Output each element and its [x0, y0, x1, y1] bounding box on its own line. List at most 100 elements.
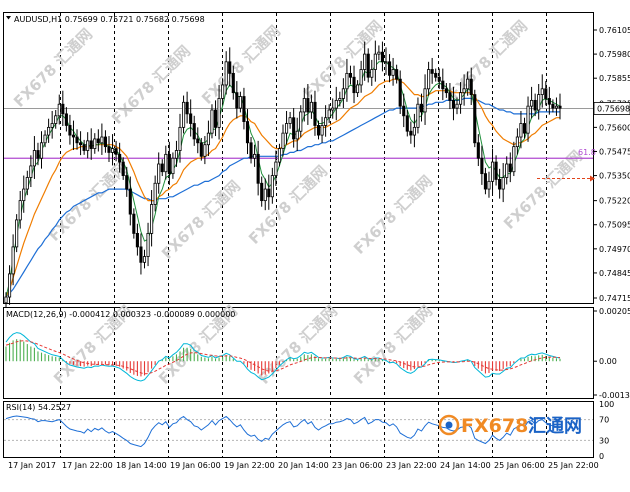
candle-body: [47, 126, 51, 136]
candle-body: [316, 125, 321, 136]
candle-body: [86, 140, 90, 151]
candle-body: [157, 163, 161, 184]
candle-body: [139, 246, 143, 263]
candle-body: [36, 150, 40, 159]
candle-body: [224, 61, 228, 86]
candle-body: [483, 173, 487, 190]
x-tick-label: 17 Jan 22:00: [62, 461, 113, 470]
x-tick-label: 24 Jan 14:00: [440, 461, 491, 470]
candle-body: [299, 111, 303, 132]
macd-tick-label: -0.001379: [599, 391, 630, 400]
watermark-text: FX678 汇通网: [445, 17, 531, 103]
candle-body: [370, 69, 374, 78]
candle-body: [451, 99, 456, 109]
y-tick-label: 0.75475: [599, 147, 630, 156]
candle-body: [416, 103, 420, 128]
macd-tick-label: 0.00: [599, 357, 617, 366]
candle-body: [466, 78, 470, 90]
candle-body: [352, 76, 356, 94]
candle-body: [430, 69, 434, 74]
candle-body: [519, 123, 523, 138]
current-price-label: 0.75698: [597, 104, 630, 113]
candle-body: [160, 163, 164, 173]
candle-body: [331, 107, 335, 111]
candle-body: [221, 84, 225, 99]
candle-body: [61, 103, 65, 115]
candle-body: [89, 140, 93, 149]
macd-panel-frame: [3, 307, 594, 399]
candle-body: [32, 150, 36, 167]
candle-body: [267, 188, 271, 198]
candle-body: [199, 142, 203, 157]
candle-body: [306, 98, 310, 113]
y-tick-label: 0.75600: [599, 123, 630, 132]
candle-body: [554, 105, 558, 109]
candle-body: [473, 94, 477, 144]
candle-body: [50, 123, 54, 128]
candle-body: [270, 175, 274, 198]
candle-body: [327, 109, 331, 119]
candle-body: [526, 105, 530, 134]
y-tick-label: 0.75855: [599, 74, 630, 83]
candle-body: [341, 88, 345, 99]
rsi-line: [5, 415, 561, 448]
candle-body: [22, 188, 26, 202]
candle-body: [142, 256, 147, 263]
candle-body: [242, 96, 246, 122]
candle-body: [7, 273, 12, 298]
candle-body: [373, 53, 377, 70]
macd-signal-line: [5, 340, 561, 375]
rsi-tick-label: 70: [599, 416, 609, 425]
rsi-tick-label: 100: [599, 400, 614, 409]
candle-body: [540, 88, 544, 95]
candle-body: [71, 134, 76, 138]
x-tick-label: 25 Jan 06:00: [494, 461, 545, 470]
candle-body: [320, 125, 324, 136]
y-tick-label: 0.74715: [599, 294, 630, 303]
candle-body: [249, 142, 253, 159]
macd-line: [5, 332, 561, 382]
candle-body: [359, 69, 363, 86]
candle-body: [54, 115, 58, 124]
macd-label: MACD(12,26,9) -0.000412 0.000323 -0.0000…: [6, 310, 235, 319]
candle-body: [508, 163, 512, 173]
candle-body: [302, 98, 306, 113]
x-tick-label: 17 Jan 2017: [8, 461, 56, 470]
fx678-logo: FX678 汇通网: [438, 414, 582, 437]
candle-body: [263, 188, 267, 202]
triangle-down-icon[interactable]: [6, 16, 11, 20]
candle-body: [412, 126, 416, 136]
candle-body: [391, 69, 395, 76]
candle-body: [384, 61, 388, 64]
candle-body: [100, 136, 104, 144]
rsi-label: RSI(14) 54.2527: [6, 403, 71, 412]
candle-body: [125, 175, 129, 190]
candle-body: [206, 132, 210, 146]
candle-body: [288, 117, 292, 124]
y-tick-label: 0.74845: [599, 269, 630, 278]
y-tick-label: 0.75220: [599, 197, 630, 206]
candle-body: [228, 61, 232, 74]
y-tick-label: 0.75350: [599, 172, 630, 181]
candle-body: [11, 246, 15, 275]
candle-body: [146, 233, 150, 257]
candle-body: [295, 130, 299, 140]
candle-body: [79, 142, 83, 146]
candle-body: [363, 53, 367, 70]
candle-body: [469, 78, 473, 95]
candle-body: [253, 153, 257, 159]
candle-body: [167, 153, 171, 175]
candle-body: [189, 113, 193, 124]
candle-body: [427, 69, 431, 90]
candle-body: [494, 161, 498, 180]
watermark-text: FX678 汇通网: [158, 177, 244, 263]
price-panel: 61.8: [4, 40, 596, 308]
watermark-text: FX678 汇通网: [255, 302, 341, 388]
candle-body: [490, 161, 495, 182]
candle-body: [43, 134, 47, 144]
candle-body: [498, 179, 502, 190]
watermark-text: FX678 汇通网: [45, 159, 131, 245]
